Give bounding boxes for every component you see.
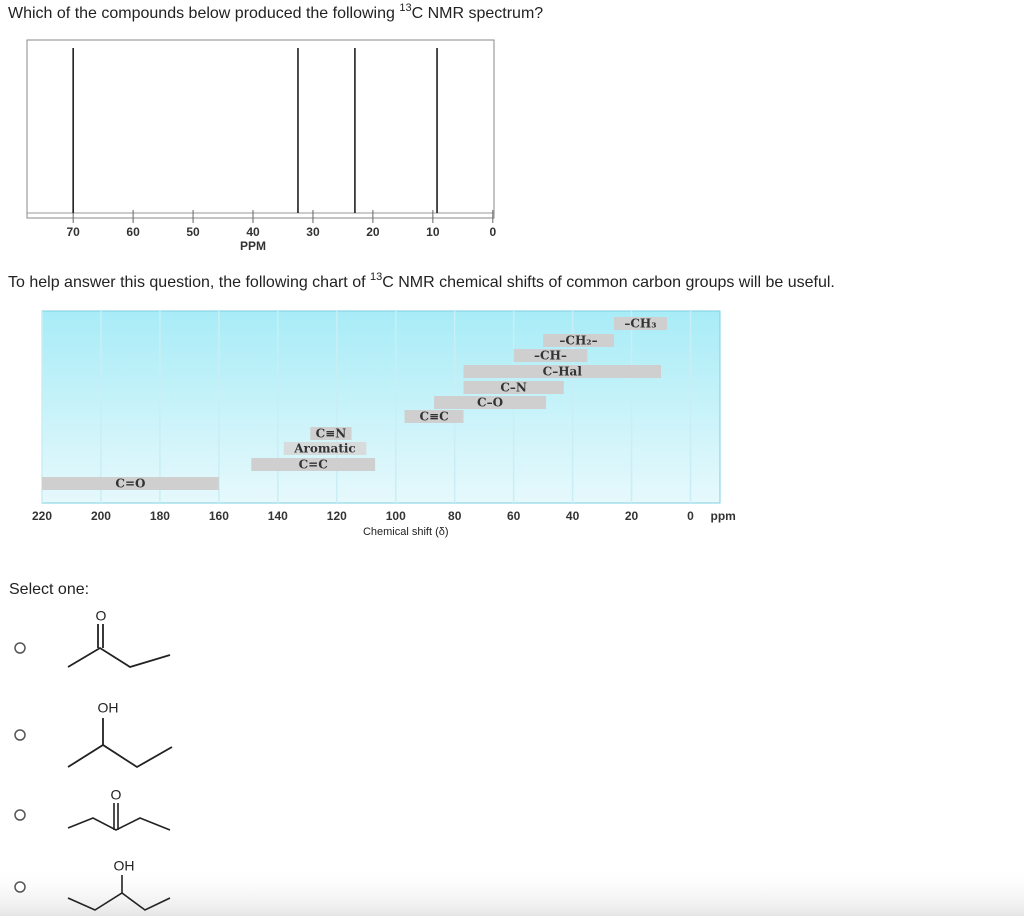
group-label: –CH– xyxy=(534,349,567,363)
group-label: C–Hal xyxy=(543,365,583,379)
radio[interactable] xyxy=(14,809,26,821)
x-tick-label: 50 xyxy=(186,225,200,239)
range-bar xyxy=(543,334,614,347)
helper-text: C NMR chemical shifts of common carbon g… xyxy=(382,274,835,291)
question-text: Which of the compounds below produced th… xyxy=(8,5,399,22)
x-tick-label: 160 xyxy=(209,509,229,523)
atom-label: OH xyxy=(114,858,135,874)
x-tick-label: 40 xyxy=(566,509,580,523)
range-bar xyxy=(404,410,464,423)
helper-text: To help answer this question, the follow… xyxy=(8,271,835,291)
x-tick-label: 40 xyxy=(246,225,260,239)
range-bar xyxy=(251,458,376,471)
range-bar xyxy=(283,442,367,455)
superscript: 13 xyxy=(399,2,411,14)
range-bar xyxy=(463,365,662,378)
radio[interactable] xyxy=(14,881,26,893)
x-tick-label: 180 xyxy=(150,509,170,523)
range-bar xyxy=(513,349,588,362)
x-tick-label: 30 xyxy=(306,225,320,239)
range-bar xyxy=(434,396,547,409)
atom-label: O xyxy=(96,608,107,624)
x-tick-label: 70 xyxy=(66,225,80,239)
molecule xyxy=(67,624,171,668)
group-label: C≡C xyxy=(419,410,448,424)
x-tick-label: 220 xyxy=(32,509,52,523)
group-label: C≡N xyxy=(316,427,347,441)
radio[interactable] xyxy=(14,642,26,654)
x-tick-label: 140 xyxy=(268,509,288,523)
superscript: 13 xyxy=(370,271,382,283)
x-tick-label: 60 xyxy=(507,509,521,523)
question: Which of the compounds below produced th… xyxy=(8,2,543,22)
x-tick-label: 100 xyxy=(386,509,406,523)
question-text: C NMR spectrum? xyxy=(412,5,544,22)
atom-label: O xyxy=(111,787,122,803)
x-axis-label: PPM xyxy=(240,239,266,253)
helper-text: To help answer this question, the follow… xyxy=(8,274,370,291)
group-label: Aromatic xyxy=(293,442,356,456)
x-tick-label: 80 xyxy=(448,509,462,523)
molecule xyxy=(67,875,171,911)
group-label: C=O xyxy=(115,477,145,491)
select-label: Select one: xyxy=(9,581,89,598)
unit-label: ppm xyxy=(711,509,736,523)
x-axis-label: Chemical shift (δ) xyxy=(363,526,449,538)
x-tick-label: 120 xyxy=(327,509,347,523)
radio[interactable] xyxy=(14,729,26,741)
group-label: C=C xyxy=(299,458,328,472)
range-bar xyxy=(42,477,219,490)
x-tick-label: 20 xyxy=(366,225,380,239)
x-tick-label: 200 xyxy=(91,509,111,523)
range-bar xyxy=(310,427,352,440)
x-tick-label: 60 xyxy=(126,225,140,239)
footer-shade xyxy=(0,866,1024,916)
x-tick-label: 0 xyxy=(489,225,496,239)
range-bar xyxy=(613,317,667,330)
shift-chart-frame xyxy=(41,310,721,504)
group-label: –CH₂– xyxy=(559,334,597,348)
group-label: –CH₃ xyxy=(624,317,656,331)
group-label: C–N xyxy=(500,381,527,395)
group-label: C–O xyxy=(477,396,503,410)
x-tick-label: 0 xyxy=(687,509,694,523)
range-bar xyxy=(463,381,564,394)
spectrum-frame xyxy=(26,39,495,219)
molecule xyxy=(67,803,171,831)
atom-label: OH xyxy=(98,700,119,716)
x-tick-label: 20 xyxy=(625,509,639,523)
x-tick-label: 10 xyxy=(426,225,440,239)
molecule xyxy=(67,718,173,769)
